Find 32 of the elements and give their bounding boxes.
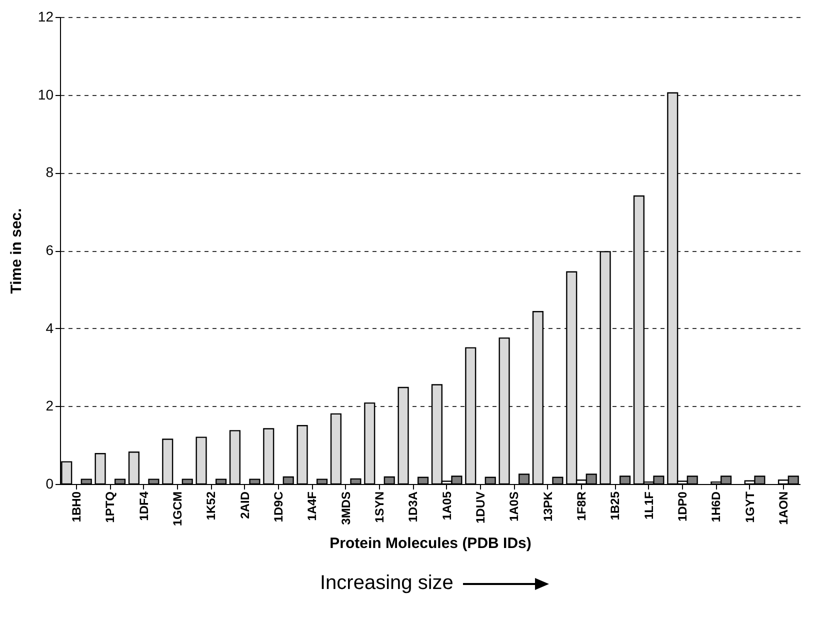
y-tick-label: 2 (46, 398, 54, 414)
x-tick-label: 1K52 (204, 491, 218, 520)
x-tick-label: 1F8R (574, 491, 588, 521)
y-tick-label: 0 (46, 476, 54, 492)
text: Increasing size (320, 572, 454, 595)
y-tick-label: 12 (38, 8, 54, 24)
x-tick-label: 1A0S (507, 492, 522, 522)
x-tick-label: 1DF4 (136, 491, 151, 521)
x-tick-label: 1D9C (272, 491, 286, 522)
x-tick-label: 1PTQ (103, 492, 118, 523)
y-tick-label: 6 (46, 242, 54, 258)
x-tick-label: 1A05 (440, 491, 454, 520)
x-tick-label: 1BH0 (69, 491, 84, 522)
y-tick-label: 4 (46, 320, 54, 336)
x-tick-label: 1DUV (474, 492, 488, 524)
x-tick-label: 1GYT (742, 490, 757, 523)
x-tick-label: 1B25 (608, 491, 622, 520)
x-tick-label: 1AON (776, 492, 791, 525)
x-tick-label: 1SYN (372, 492, 386, 523)
x-tick-label: 1H6D (709, 491, 724, 522)
x-tick-label: 13PK (540, 491, 555, 522)
x-tick-label: 1L1F (642, 492, 656, 520)
y-tick-label: 8 (46, 164, 54, 180)
x-tick-label: 2AID (238, 491, 252, 519)
x-tick-label: 1DP0 (676, 491, 690, 522)
x-tick-label: 1GCM (170, 492, 184, 526)
x-axis-title: Protein Molecules (PDB IDs) (330, 535, 532, 552)
y-axis-title: Time in sec. (8, 208, 25, 294)
x-tick-label: 3MDS (338, 492, 353, 525)
x-tick-label: 1A4F (305, 492, 320, 521)
y-tick-label: 10 (38, 86, 54, 102)
x-tick-label: 1D3A (406, 491, 420, 522)
